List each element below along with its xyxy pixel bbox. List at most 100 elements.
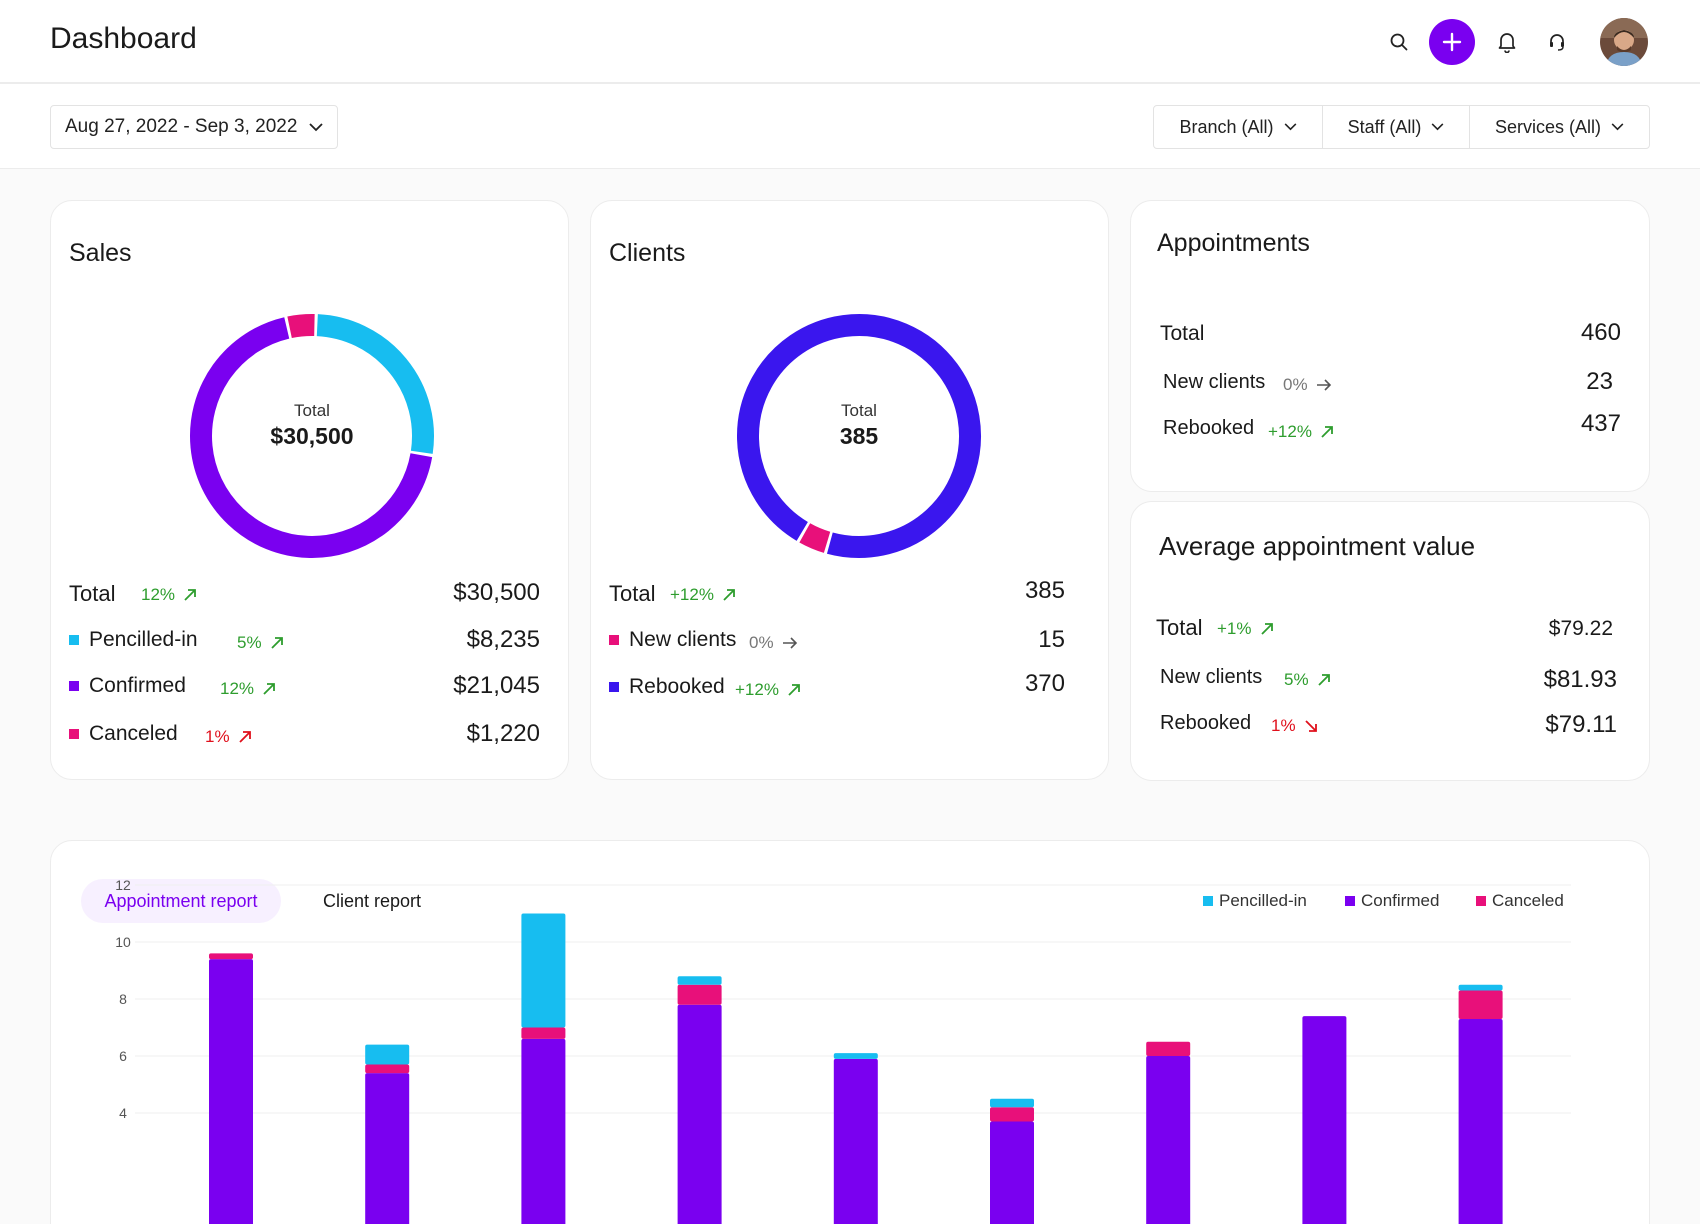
sales-row-confirmed: Confirmed bbox=[69, 674, 186, 698]
chevron-down-icon bbox=[1611, 123, 1624, 131]
report-card: Appointment report Client report Pencill… bbox=[50, 840, 1650, 1224]
sales-canceled-change: 1% bbox=[205, 727, 252, 747]
y-tick-label: 8 bbox=[119, 991, 127, 1007]
appointment-bar-chart: 4 6 8 10 12 bbox=[115, 877, 1571, 1224]
rebooked-legend-dot bbox=[609, 682, 619, 692]
bar-confirmed[interactable] bbox=[833, 1058, 878, 1224]
bell-icon[interactable] bbox=[1489, 24, 1525, 60]
bar-pencilled-in[interactable] bbox=[1458, 984, 1503, 991]
y-tick-label: 6 bbox=[119, 1048, 127, 1064]
bar-canceled[interactable] bbox=[521, 1027, 566, 1039]
arrow-up-right-icon bbox=[184, 589, 196, 601]
legend-confirmed: Confirmed bbox=[1345, 891, 1439, 911]
bar-confirmed[interactable] bbox=[521, 1038, 566, 1224]
bar-canceled[interactable] bbox=[1458, 990, 1503, 1019]
bar-pencilled-in[interactable] bbox=[833, 1053, 878, 1059]
bar-confirmed[interactable] bbox=[1302, 1016, 1347, 1224]
canceled-legend-dot bbox=[69, 729, 79, 739]
arrow-up-right-icon bbox=[723, 589, 735, 601]
services-filter[interactable]: Services (All) bbox=[1470, 106, 1649, 148]
legend-canceled: Canceled bbox=[1476, 891, 1564, 911]
arrow-up-right-icon bbox=[1317, 674, 1330, 686]
bar-confirmed[interactable] bbox=[677, 1004, 722, 1224]
bar-canceled[interactable] bbox=[677, 984, 722, 1005]
bar-confirmed[interactable] bbox=[1458, 1018, 1503, 1224]
clients-title: Clients bbox=[609, 239, 686, 267]
appointments-total-label: Total bbox=[1160, 322, 1205, 345]
bar-confirmed[interactable] bbox=[1146, 1056, 1191, 1224]
bar-confirmed[interactable] bbox=[209, 959, 253, 1224]
bar-pencilled-in[interactable] bbox=[521, 913, 566, 1028]
arrow-up-right-icon bbox=[1260, 623, 1273, 635]
legend-pencilled: Pencilled-in bbox=[1203, 891, 1307, 911]
services-filter-label: Services (All) bbox=[1494, 116, 1601, 137]
sales-total-pct: 12% bbox=[141, 585, 176, 604]
branch-filter[interactable]: Branch (All) bbox=[1154, 106, 1323, 148]
sales-row-canceled: Canceled bbox=[69, 722, 178, 746]
sales-row-pencilled: Pencilled-in bbox=[69, 628, 198, 652]
filter-bar: Aug 27, 2022 - Sep 3, 2022 Branch (All) … bbox=[0, 84, 1700, 169]
bar-canceled[interactable] bbox=[1146, 1041, 1191, 1056]
sales-card: Sales Total $30,500 Total 12% $30,500 Pe… bbox=[50, 200, 569, 780]
y-tick-label: 4 bbox=[119, 1105, 127, 1121]
tab-client-report[interactable]: Client report bbox=[323, 890, 422, 911]
staff-filter-label: Staff (All) bbox=[1347, 116, 1422, 137]
appointments-card: Appointments Total 460 New clients 0% 23… bbox=[1130, 200, 1650, 492]
sales-canceled-value: $1,220 bbox=[466, 720, 540, 747]
clients-donut-value: 385 bbox=[839, 423, 879, 449]
tab-appointment-report[interactable]: Appointment report bbox=[81, 879, 281, 923]
arrow-right-icon bbox=[782, 637, 797, 649]
bar-canceled[interactable] bbox=[209, 953, 253, 960]
avg-total-label: Total bbox=[1156, 615, 1203, 640]
bar-confirmed[interactable] bbox=[990, 1121, 1034, 1224]
avg-value-card: Average appointment value Total +1% $79.… bbox=[1130, 501, 1650, 781]
arrow-right-icon bbox=[1316, 379, 1331, 391]
clients-total-label: Total bbox=[609, 581, 656, 606]
avg-new-label: New clients bbox=[1160, 666, 1263, 688]
sales-confirmed-change: 12% bbox=[220, 679, 276, 699]
arrow-up-right-icon bbox=[270, 637, 283, 649]
date-range-label: Aug 27, 2022 - Sep 3, 2022 bbox=[65, 116, 298, 137]
clients-donut-center: Total 385 bbox=[779, 401, 939, 450]
clients-card: Clients Total 385 Total +12% 385 New cli… bbox=[590, 200, 1109, 780]
sales-total-change: 12% bbox=[141, 585, 197, 605]
sales-row-label: Canceled bbox=[89, 722, 178, 745]
clients-new-change: 0% bbox=[749, 633, 798, 653]
avg-new-change: 5% bbox=[1284, 670, 1331, 690]
legend-label: Pencilled-in bbox=[1219, 891, 1307, 910]
sales-title: Sales bbox=[69, 239, 132, 267]
appointments-new-value: 23 bbox=[1586, 368, 1613, 395]
clients-row-rebooked: Rebooked bbox=[609, 675, 725, 699]
legend-label: Confirmed bbox=[1361, 891, 1440, 910]
staff-filter[interactable]: Staff (All) bbox=[1323, 106, 1470, 148]
appointments-new-label: New clients bbox=[1163, 371, 1266, 393]
avg-rebooked-change: 1% bbox=[1271, 716, 1318, 736]
bar-canceled[interactable] bbox=[365, 1064, 410, 1074]
bar-canceled[interactable] bbox=[990, 1107, 1034, 1122]
add-button[interactable] bbox=[1429, 19, 1475, 65]
bar-confirmed[interactable] bbox=[365, 1073, 410, 1224]
clients-total-change: +12% bbox=[670, 585, 736, 605]
clients-row-new: New clients bbox=[609, 628, 736, 652]
arrow-up-right-icon bbox=[238, 731, 251, 743]
filter-group: Branch (All) Staff (All) Services (All) bbox=[1153, 105, 1650, 149]
clients-donut-label: Total bbox=[841, 401, 877, 420]
y-tick-label: 12 bbox=[115, 877, 131, 893]
search-icon[interactable] bbox=[1381, 24, 1417, 60]
bar-pencilled-in[interactable] bbox=[677, 976, 722, 985]
bar-pencilled-in[interactable] bbox=[365, 1044, 410, 1065]
sales-confirmed-pct: 12% bbox=[220, 679, 255, 698]
user-avatar[interactable] bbox=[1600, 18, 1648, 66]
legend-swatch bbox=[1476, 896, 1486, 906]
sales-canceled-pct: 1% bbox=[205, 727, 230, 746]
support-headset-icon[interactable] bbox=[1539, 24, 1575, 60]
avg-rebooked-value: $79.11 bbox=[1545, 711, 1617, 738]
sales-donut-value: $30,500 bbox=[270, 423, 354, 449]
donut-slice-canceled bbox=[287, 314, 315, 339]
sales-pencilled-value: $8,235 bbox=[466, 626, 540, 653]
date-range-picker[interactable]: Aug 27, 2022 - Sep 3, 2022 bbox=[50, 105, 338, 149]
clients-total-pct: +12% bbox=[670, 585, 714, 604]
clients-new-value: 15 bbox=[1038, 626, 1065, 653]
new-clients-legend-dot bbox=[609, 635, 619, 645]
bar-pencilled-in[interactable] bbox=[990, 1098, 1034, 1108]
